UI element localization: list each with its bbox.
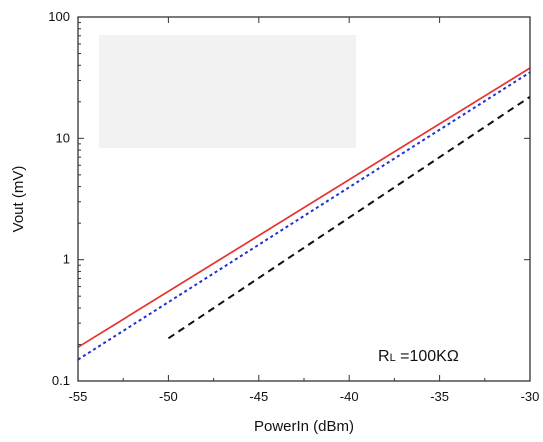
x-tick-label: -35	[430, 389, 449, 404]
y-tick-label: 0.1	[52, 373, 70, 388]
x-tick-label: -30	[521, 389, 540, 404]
y-tick-label: 100	[48, 9, 70, 24]
annotation-value: =100KΩ	[396, 348, 459, 365]
ticks-layer: -55 -50 -45 -40 -35 -30 0.1 1 10 100	[48, 9, 539, 404]
y-axis-title: Vout (mV)	[10, 166, 27, 233]
legend-box	[99, 35, 356, 148]
x-tick-label: -45	[249, 389, 268, 404]
series-line-3	[167, 95, 531, 340]
annotation-subscript: L	[390, 352, 396, 364]
y-tick-label: 1	[63, 252, 70, 267]
x-tick-label: -55	[69, 389, 88, 404]
x-tick-label: -50	[159, 389, 178, 404]
x-tick-label: -40	[340, 389, 359, 404]
y-tick-label: 10	[56, 130, 70, 145]
annotation-rl: RL =100KΩ	[378, 348, 459, 365]
series-line-2	[77, 71, 531, 361]
series-layer	[77, 67, 531, 361]
series-line-1	[77, 67, 531, 348]
x-axis-title: PowerIn (dBm)	[254, 418, 354, 435]
annotation-main: R	[378, 348, 390, 365]
